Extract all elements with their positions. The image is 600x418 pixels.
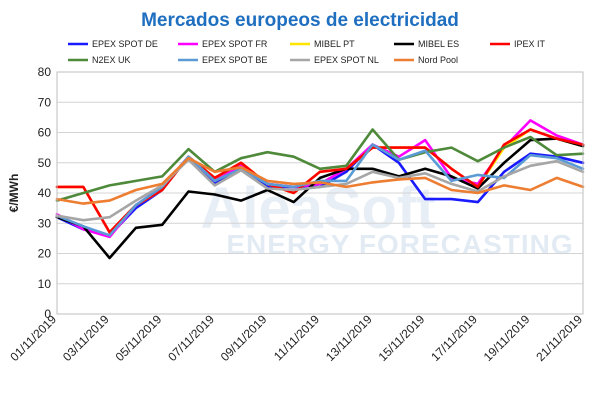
legend-label: EPEX SPOT FR (202, 39, 268, 49)
y-tick-label: 30 (38, 216, 52, 230)
legend-label: EPEX SPOT BE (202, 55, 267, 65)
y-tick-label: 0 (44, 307, 51, 321)
series-line-nord-pool (55, 156, 585, 205)
y-axis-label: €/MWh (7, 174, 21, 213)
x-tick-label: 11/11/2019 (271, 312, 322, 363)
x-tick-label: 15/11/2019 (376, 312, 428, 364)
legend-label: N2EX UK (92, 55, 131, 65)
plot-area (56, 71, 584, 315)
x-tick-label: 09/11/2019 (218, 312, 270, 364)
chart-title: Mercados europeos de electricidad (141, 10, 459, 31)
series-line-mibel-es (55, 137, 585, 260)
legend-label: Nord Pool (418, 55, 458, 65)
x-tick-label: 03/11/2019 (60, 312, 112, 364)
series-lines (55, 119, 585, 260)
y-tick-label: 40 (38, 186, 52, 200)
gridlines (57, 71, 583, 315)
legend-label: MIBEL ES (418, 39, 459, 49)
x-tick-label: 13/11/2019 (323, 312, 375, 364)
y-tick-label: 60 (38, 126, 52, 140)
series-line-epex-spot-be (55, 143, 585, 237)
y-tick-label: 50 (38, 156, 52, 170)
x-tick-label: 19/11/2019 (481, 312, 533, 364)
x-tick-label: 07/11/2019 (165, 312, 217, 364)
series-line-n2ex-uk (55, 128, 585, 202)
legend-label: IPEX IT (514, 39, 546, 49)
x-tick-labels: 01/11/2019 03/11/2019 05/11/2019 07/11/2019… (7, 312, 585, 364)
y-tick-labels: 0 10 20 30 40 50 60 70 80 (38, 65, 52, 321)
legend-label: EPEX SPOT NL (314, 55, 379, 65)
series-line-epex-spot-nl (55, 158, 585, 222)
x-tick-label: 01/11/2019 (7, 312, 59, 364)
y-tick-label: 20 (38, 247, 52, 261)
x-tick-label: 05/11/2019 (113, 312, 165, 364)
x-tick-label: 17/11/2019 (428, 312, 480, 364)
legend-label: EPEX SPOT DE (92, 39, 158, 49)
watermark-tagline: ENERGY FORECASTING (226, 229, 573, 260)
legend: EPEX SPOT DE EPEX SPOT FR MIBEL PT MIBEL ES… (68, 39, 546, 65)
legend-label: MIBEL PT (314, 39, 355, 49)
y-tick-label: 70 (38, 95, 52, 109)
x-tick-label: 21/11/2019 (533, 312, 585, 364)
y-tick-label: 10 (38, 277, 52, 291)
y-tick-label: 80 (38, 65, 52, 79)
